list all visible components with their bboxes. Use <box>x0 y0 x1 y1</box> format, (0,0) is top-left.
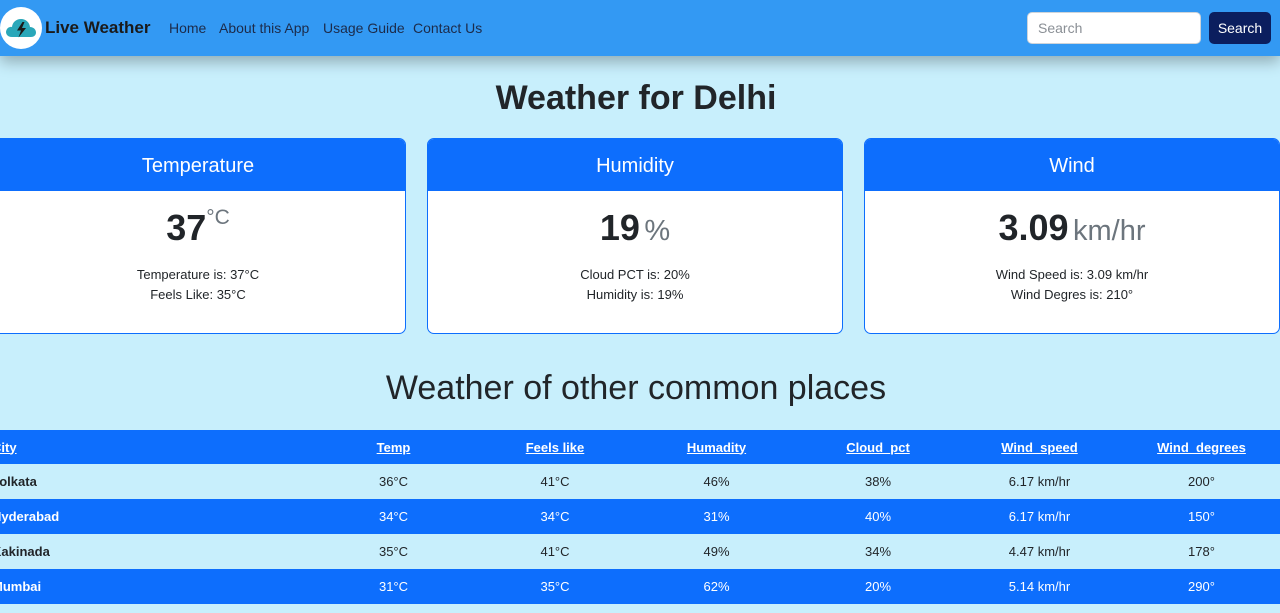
card-unit: °C <box>206 206 230 229</box>
nav-link-contact[interactable]: Contact Us <box>413 20 483 36</box>
cell-feels-like: 35°C <box>477 569 633 604</box>
cell-feels-like: 34°C <box>477 499 633 534</box>
wind-card: Wind 3.09 km/hr Wind Speed is: 3.09 km/h… <box>864 138 1280 334</box>
card-unit: km/hr <box>1073 215 1146 247</box>
nav-link-usage-guide[interactable]: Usage Guide <box>323 20 405 36</box>
column-header-city[interactable]: City <box>0 430 310 464</box>
card-value: 19 <box>599 207 640 248</box>
cell-humidity: 31% <box>633 499 800 534</box>
column-header-wind-degrees[interactable]: Wind_degrees <box>1123 430 1280 464</box>
cell-wind-speed: 4.47 km/hr <box>956 534 1123 569</box>
table-row: Hyderabad 34°C 34°C 31% 40% 6.17 km/hr 1… <box>0 499 1280 534</box>
cell-feels-like: 41°C <box>477 464 633 499</box>
cell-temp: 31°C <box>310 569 477 604</box>
card-value: 3.09 <box>998 207 1069 248</box>
card-header: Humidity <box>428 139 842 191</box>
humidity-card: Humidity 19 % Cloud PCT is: 20% Humidity… <box>427 138 843 334</box>
brand-name[interactable]: Live Weather <box>45 18 151 37</box>
table-header-row: City Temp Feels like Humadity Cloud_pct … <box>0 430 1280 464</box>
table-row: Mumbai 31°C 35°C 62% 20% 5.14 km/hr 290° <box>0 569 1280 604</box>
cell-cloud-pct: 34% <box>800 534 956 569</box>
cell-wind-degrees: 200° <box>1123 464 1280 499</box>
cell-cloud-pct: 38% <box>800 464 956 499</box>
cell-wind-speed: 5.14 km/hr <box>956 569 1123 604</box>
cell-cloud-pct: 20% <box>800 569 956 604</box>
cell-humidity: 49% <box>633 534 800 569</box>
navbar: Live Weather Home About this App Usage G… <box>0 0 1280 56</box>
column-header-feels-like[interactable]: Feels like <box>477 430 633 464</box>
cloud-lightning-logo-icon[interactable] <box>0 7 42 49</box>
table-row: kolkata 36°C 41°C 46% 38% 6.17 km/hr 200… <box>0 464 1280 499</box>
card-detail-line: Temperature is: 37°C <box>136 267 260 282</box>
card-detail-line: Wind Degres is: 210° <box>1010 287 1134 302</box>
cell-wind-degrees: 290° <box>1123 569 1280 604</box>
cell-city: Hyderabad <box>0 499 310 534</box>
cell-wind-speed: 6.17 km/hr <box>956 464 1123 499</box>
cell-wind-degrees: 150° <box>1123 499 1280 534</box>
column-header-wind-speed[interactable]: Wind_speed <box>956 430 1123 464</box>
column-header-humidity[interactable]: Humadity <box>633 430 800 464</box>
card-unit: % <box>644 215 671 247</box>
column-header-cloud-pct[interactable]: Cloud_pct <box>800 430 956 464</box>
weather-table: City Temp Feels like Humadity Cloud_pct … <box>0 430 1280 604</box>
card-main-value: 3.09 km/hr <box>865 206 1279 250</box>
card-value: 37 <box>166 207 207 248</box>
cell-feels-like: 41°C <box>477 534 633 569</box>
card-main-value: 37°C <box>0 206 405 250</box>
search-button[interactable]: Search <box>1209 12 1271 44</box>
card-detail-line: Wind Speed is: 3.09 km/hr <box>995 267 1149 282</box>
cell-temp: 36°C <box>310 464 477 499</box>
cell-city: Mumbai <box>0 569 310 604</box>
card-header: Temperature <box>0 139 405 191</box>
search-input[interactable] <box>1027 12 1201 44</box>
cell-city: Kakinada <box>0 534 310 569</box>
card-header: Wind <box>865 139 1279 191</box>
cell-wind-degrees: 178° <box>1123 534 1280 569</box>
table-row: Kakinada 35°C 41°C 49% 34% 4.47 km/hr 17… <box>0 534 1280 569</box>
nav-link-about[interactable]: About this App <box>219 20 310 36</box>
page-title: Weather for Delhi <box>495 79 777 117</box>
card-detail-line: Humidity is: 19% <box>586 287 684 302</box>
nav-link-home[interactable]: Home <box>169 20 207 36</box>
card-detail-line: Cloud PCT is: 20% <box>580 267 690 282</box>
cell-city: kolkata <box>0 464 310 499</box>
cell-humidity: 46% <box>633 464 800 499</box>
card-detail-line: Feels Like: 35°C <box>150 287 246 302</box>
cell-temp: 34°C <box>310 499 477 534</box>
card-main-value: 19 % <box>428 206 842 250</box>
temperature-card: Temperature 37°C Temperature is: 37°C Fe… <box>0 138 406 334</box>
cell-temp: 35°C <box>310 534 477 569</box>
cell-wind-speed: 6.17 km/hr <box>956 499 1123 534</box>
column-header-temp[interactable]: Temp <box>310 430 477 464</box>
cell-cloud-pct: 40% <box>800 499 956 534</box>
section-title: Weather of other common places <box>385 369 887 407</box>
cell-humidity: 62% <box>633 569 800 604</box>
